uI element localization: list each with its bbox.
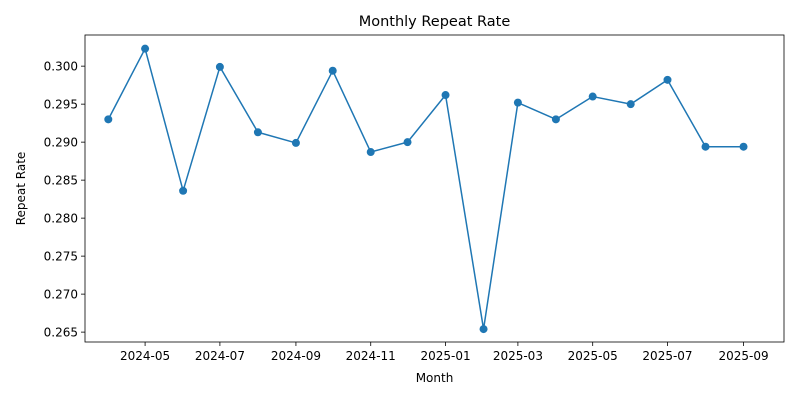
series-line [107, 47, 744, 330]
x-tick-label: 2024-11 [346, 349, 396, 363]
y-axis-ticks: 0.265 0.270 0.275 0.280 0.285 0.290 0.295 0.300 [44, 59, 85, 339]
x-tick-label: 2025-05 [568, 349, 618, 363]
data-point [291, 138, 300, 147]
x-axis-title: Month [416, 371, 454, 385]
data-point [403, 138, 412, 147]
data-point [366, 148, 375, 157]
x-tick-label: 2025-03 [493, 349, 543, 363]
data-point [141, 44, 150, 53]
data-point [479, 325, 488, 334]
data-point [663, 75, 672, 84]
x-axis-ticks: 2024-05 2024-07 2024-09 2024-11 2025-01 2025-… [120, 342, 769, 363]
x-tick-label: 2025-09 [718, 349, 768, 363]
data-point [588, 92, 597, 101]
x-tick-label: 2025-01 [420, 349, 470, 363]
data-point [513, 98, 522, 107]
y-axis-title: Repeat Rate [14, 152, 28, 226]
data-point [328, 66, 337, 75]
y-tick-label: 0.280 [44, 211, 78, 225]
y-tick-label: 0.285 [44, 173, 78, 187]
data-point [179, 186, 188, 195]
data-point [551, 115, 560, 124]
data-point [701, 142, 710, 151]
y-tick-label: 0.290 [44, 135, 78, 149]
x-tick-label: 2025-07 [642, 349, 692, 363]
data-point [253, 128, 262, 137]
x-tick-label: 2024-07 [195, 349, 245, 363]
data-point [104, 115, 113, 124]
y-tick-label: 0.270 [44, 287, 78, 301]
x-tick-label: 2024-05 [120, 349, 170, 363]
y-tick-label: 0.275 [44, 249, 78, 263]
y-tick-label: 0.300 [44, 59, 78, 73]
data-point [441, 91, 450, 100]
data-point [626, 100, 635, 109]
x-tick-label: 2024-09 [271, 349, 321, 363]
data-point [739, 142, 748, 151]
y-tick-label: 0.295 [44, 97, 78, 111]
series-layer [104, 44, 748, 334]
chart-title: Monthly Repeat Rate [359, 14, 511, 30]
y-tick-label: 0.265 [44, 325, 78, 339]
plot-frame [84, 34, 785, 343]
data-point [215, 62, 224, 71]
